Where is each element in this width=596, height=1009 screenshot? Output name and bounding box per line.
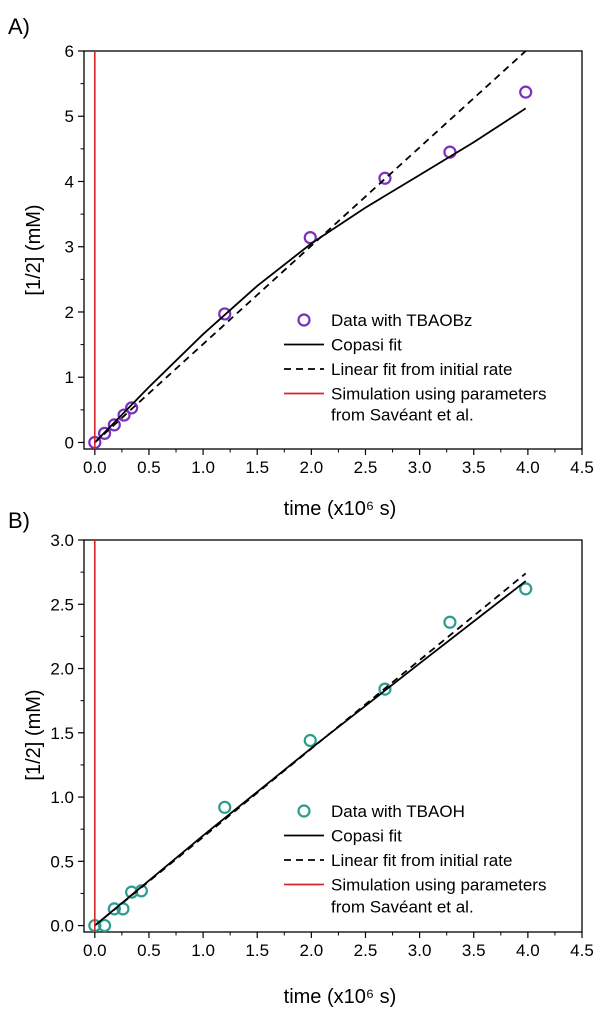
legend-label: Simulation using parameters xyxy=(331,385,546,404)
x-axis-label: time (x10⁶ s) xyxy=(284,986,397,1008)
data-point xyxy=(218,800,232,814)
y-tick-label: 1.5 xyxy=(50,724,74,743)
y-tick-label: 2.5 xyxy=(50,595,74,614)
legend-label: Data with TBAOH xyxy=(331,802,465,821)
legend-label: Copasi fit xyxy=(331,336,402,355)
y-tick-label: 6 xyxy=(65,42,74,61)
y-tick-label: 3 xyxy=(65,238,74,257)
y-tick-label: 0.5 xyxy=(50,852,74,871)
legend-marker xyxy=(297,313,311,327)
linear-fit-line xyxy=(94,51,527,444)
x-tick-label: 4.0 xyxy=(516,941,540,960)
y-axis-label: [1/2] (mM) xyxy=(23,689,45,780)
panel-label: B) xyxy=(8,508,30,533)
y-tick-label: 5 xyxy=(65,107,74,126)
data-point xyxy=(125,401,139,415)
legend-label: Linear fit from initial rate xyxy=(331,851,512,870)
y-tick-label: 2.0 xyxy=(50,660,74,679)
x-tick-label: 2.0 xyxy=(300,941,324,960)
y-axis-label: [1/2] (mM) xyxy=(23,204,45,295)
y-tick-label: 4 xyxy=(65,172,74,191)
x-tick-label: 4.5 xyxy=(570,941,594,960)
x-tick-label: 0.0 xyxy=(83,458,107,477)
y-tick-label: 0.0 xyxy=(50,917,74,936)
legend-label: from Savéant et al. xyxy=(331,406,474,425)
data-point xyxy=(218,307,232,321)
linear-fit-line xyxy=(94,572,527,927)
plot-frame xyxy=(83,539,583,933)
data-point xyxy=(378,682,392,696)
x-axis-label: time (x10⁶ s) xyxy=(284,498,397,520)
x-tick-label: 1.0 xyxy=(191,941,215,960)
legend-label: Linear fit from initial rate xyxy=(331,360,512,379)
data-point xyxy=(117,408,131,422)
data-point xyxy=(303,733,317,748)
x-tick-label: 0.5 xyxy=(137,941,161,960)
y-tick-label: 1 xyxy=(65,368,74,387)
x-tick-label: 2.5 xyxy=(354,458,378,477)
data-point xyxy=(97,918,112,933)
x-tick-label: 4.5 xyxy=(570,458,594,477)
x-tick-label: 1.5 xyxy=(245,941,269,960)
data-point xyxy=(97,426,112,440)
legend-label: from Savéant et al. xyxy=(331,898,474,917)
plot-frame xyxy=(83,50,583,450)
x-tick-label: 2.0 xyxy=(300,458,324,477)
copasi-fit-line xyxy=(94,107,527,444)
data-point xyxy=(443,615,457,629)
legend-label: Copasi fit xyxy=(331,827,402,846)
data-point xyxy=(303,231,317,245)
y-tick-label: 1.0 xyxy=(50,788,74,807)
data-point xyxy=(378,171,392,185)
y-tick-label: 0 xyxy=(65,433,74,452)
data-point xyxy=(116,902,130,916)
legend-label: Simulation using parameters xyxy=(331,876,546,895)
data-point xyxy=(107,418,121,432)
legend-label: Data with TBAOBz xyxy=(331,311,472,330)
data-point xyxy=(107,902,121,916)
x-tick-label: 0.0 xyxy=(83,941,107,960)
x-tick-label: 0.5 xyxy=(137,458,161,477)
x-tick-label: 4.0 xyxy=(516,458,540,477)
panel-label: A) xyxy=(8,14,30,39)
x-tick-label: 2.5 xyxy=(354,941,378,960)
x-tick-label: 1.5 xyxy=(245,458,269,477)
data-point xyxy=(519,85,533,99)
y-tick-label: 3.0 xyxy=(50,531,74,550)
y-tick-label: 2 xyxy=(65,303,74,322)
copasi-fit-line xyxy=(94,580,527,927)
x-tick-label: 3.5 xyxy=(462,941,486,960)
data-point xyxy=(519,582,533,596)
x-tick-label: 3.0 xyxy=(408,941,432,960)
x-tick-label: 3.0 xyxy=(408,458,432,477)
legend-marker xyxy=(297,804,311,818)
x-tick-label: 3.5 xyxy=(462,458,486,477)
x-tick-label: 1.0 xyxy=(191,458,215,477)
